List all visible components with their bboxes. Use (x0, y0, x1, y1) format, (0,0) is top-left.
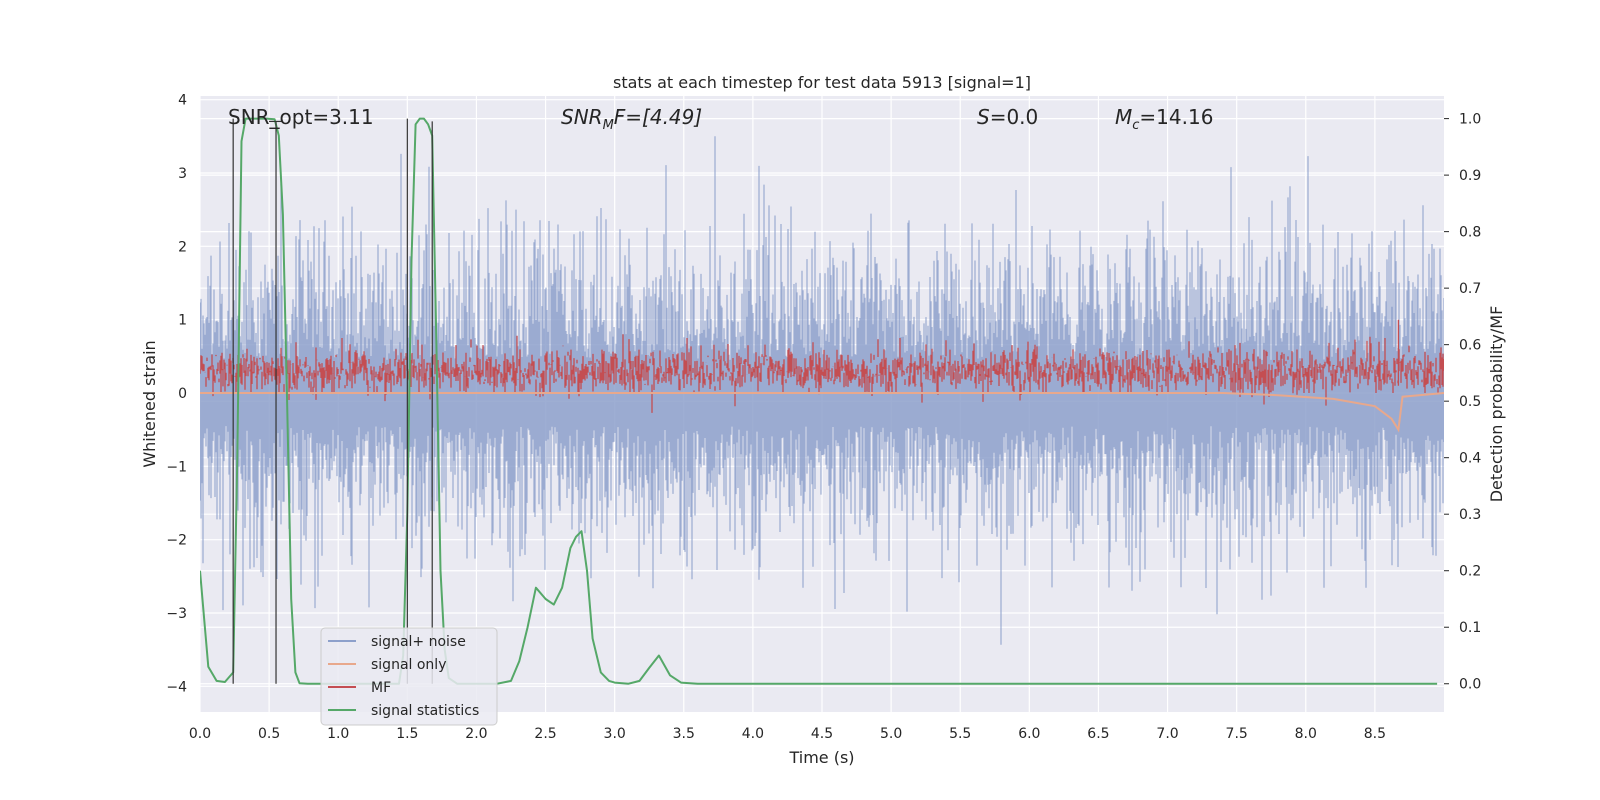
y-tick-label: 4 (178, 93, 187, 109)
x-tick-label: 3.0 (604, 726, 626, 742)
y2-tick-label: 1.0 (1459, 112, 1481, 128)
annotation-mc-subscript: c (1132, 118, 1139, 133)
x-tick-label: 4.0 (742, 726, 764, 742)
x-tick-label: 5.5 (949, 726, 971, 742)
x-tick-label: 8.5 (1364, 726, 1386, 742)
x-tick-label: 4.5 (811, 726, 833, 742)
annotation-s-value: =0.0 (990, 105, 1039, 129)
x-tick-label: 6.0 (1018, 726, 1040, 742)
ticks: 0.0 0.5 1.0 1.5 2.0 2.5 3.0 3.5 4.0 4.5 5.0 5.5 6.0 6… (166, 93, 1481, 742)
y-tick-label: 2 (178, 239, 187, 255)
signal-only-line (200, 392, 1444, 433)
annotation-snr-mf-main: SNR (561, 105, 603, 129)
legend-label-signal-only: signal only (371, 657, 446, 673)
y2-tick-label: 0.0 (1459, 677, 1481, 693)
x-tick-label: 7.5 (1226, 726, 1248, 742)
y2-tick-label: 0.3 (1459, 507, 1481, 523)
x-tick-label: 6.5 (1087, 726, 1109, 742)
annotation-mc: Mc=14.16 (1115, 105, 1213, 133)
x-tick-label: 2.5 (534, 726, 556, 742)
x-tick-label: 2.0 (465, 726, 487, 742)
annotation-mc-symbol: M (1115, 105, 1132, 129)
x-tick-label: 0.0 (189, 726, 211, 742)
vertical-markers (232, 118, 433, 684)
y-tick-label: 1 (178, 313, 187, 329)
y2-tick-label: 0.7 (1459, 281, 1481, 297)
y-tick-label: 0 (178, 386, 187, 402)
x-tick-label: 8.0 (1295, 726, 1317, 742)
y2-tick-label: 0.4 (1459, 451, 1481, 467)
annotation-snr-mf-subscript: M (603, 118, 614, 133)
y2-tick-label: 0.5 (1459, 394, 1481, 410)
y-tick-label: −2 (166, 533, 187, 549)
legend-label-signal-noise: signal+ noise (371, 634, 466, 650)
y-tick-label: −1 (166, 459, 187, 475)
x-tick-label: 1.0 (327, 726, 349, 742)
series-signal-only (200, 392, 1444, 433)
annotation-snr-mf: SNRMF=[4.49] (561, 105, 702, 133)
annotation-snr-mf-value: F=[4.49] (614, 105, 702, 129)
series-mf (200, 319, 1444, 413)
mf-trace (200, 319, 1444, 413)
y-tick-label: −3 (166, 606, 187, 622)
y2-tick-label: 0.9 (1459, 168, 1481, 184)
annotation-snr-mf-f: F=[4.49] (614, 105, 702, 129)
y2-tick-label: 0.8 (1459, 225, 1481, 241)
legend-label-mf: MF (371, 680, 391, 696)
annotation-s-symbol: S (977, 105, 990, 129)
y-tick-label: 3 (178, 166, 187, 182)
y2-axis-label: Detection probability/MF (1487, 306, 1506, 503)
y-axis-label: Whitened strain (140, 340, 159, 467)
legend: signal+ noise signal only MF signal stat… (320, 627, 498, 726)
annotation-snr-opt: SNR_opt=3.11 (228, 105, 374, 129)
y-tick-label: −4 (166, 679, 187, 695)
legend-label-signal-statistics: signal statistics (371, 703, 479, 719)
annotation-s: S=0.0 (977, 105, 1038, 129)
x-tick-label: 7.0 (1156, 726, 1178, 742)
chart-title: stats at each timestep for test data 591… (613, 73, 1031, 92)
legend-box (320, 627, 498, 726)
x-tick-label: 3.5 (673, 726, 695, 742)
x-tick-label: 1.5 (396, 726, 418, 742)
x-tick-label: 5.0 (880, 726, 902, 742)
y2-tick-label: 0.2 (1459, 564, 1481, 580)
y2-tick-label: 0.6 (1459, 338, 1481, 354)
x-axis-label: Time (s) (788, 748, 854, 767)
x-tick-label: 0.5 (258, 726, 280, 742)
annotation-mc-value: =14.16 (1139, 105, 1213, 129)
y2-tick-label: 0.1 (1459, 620, 1481, 636)
